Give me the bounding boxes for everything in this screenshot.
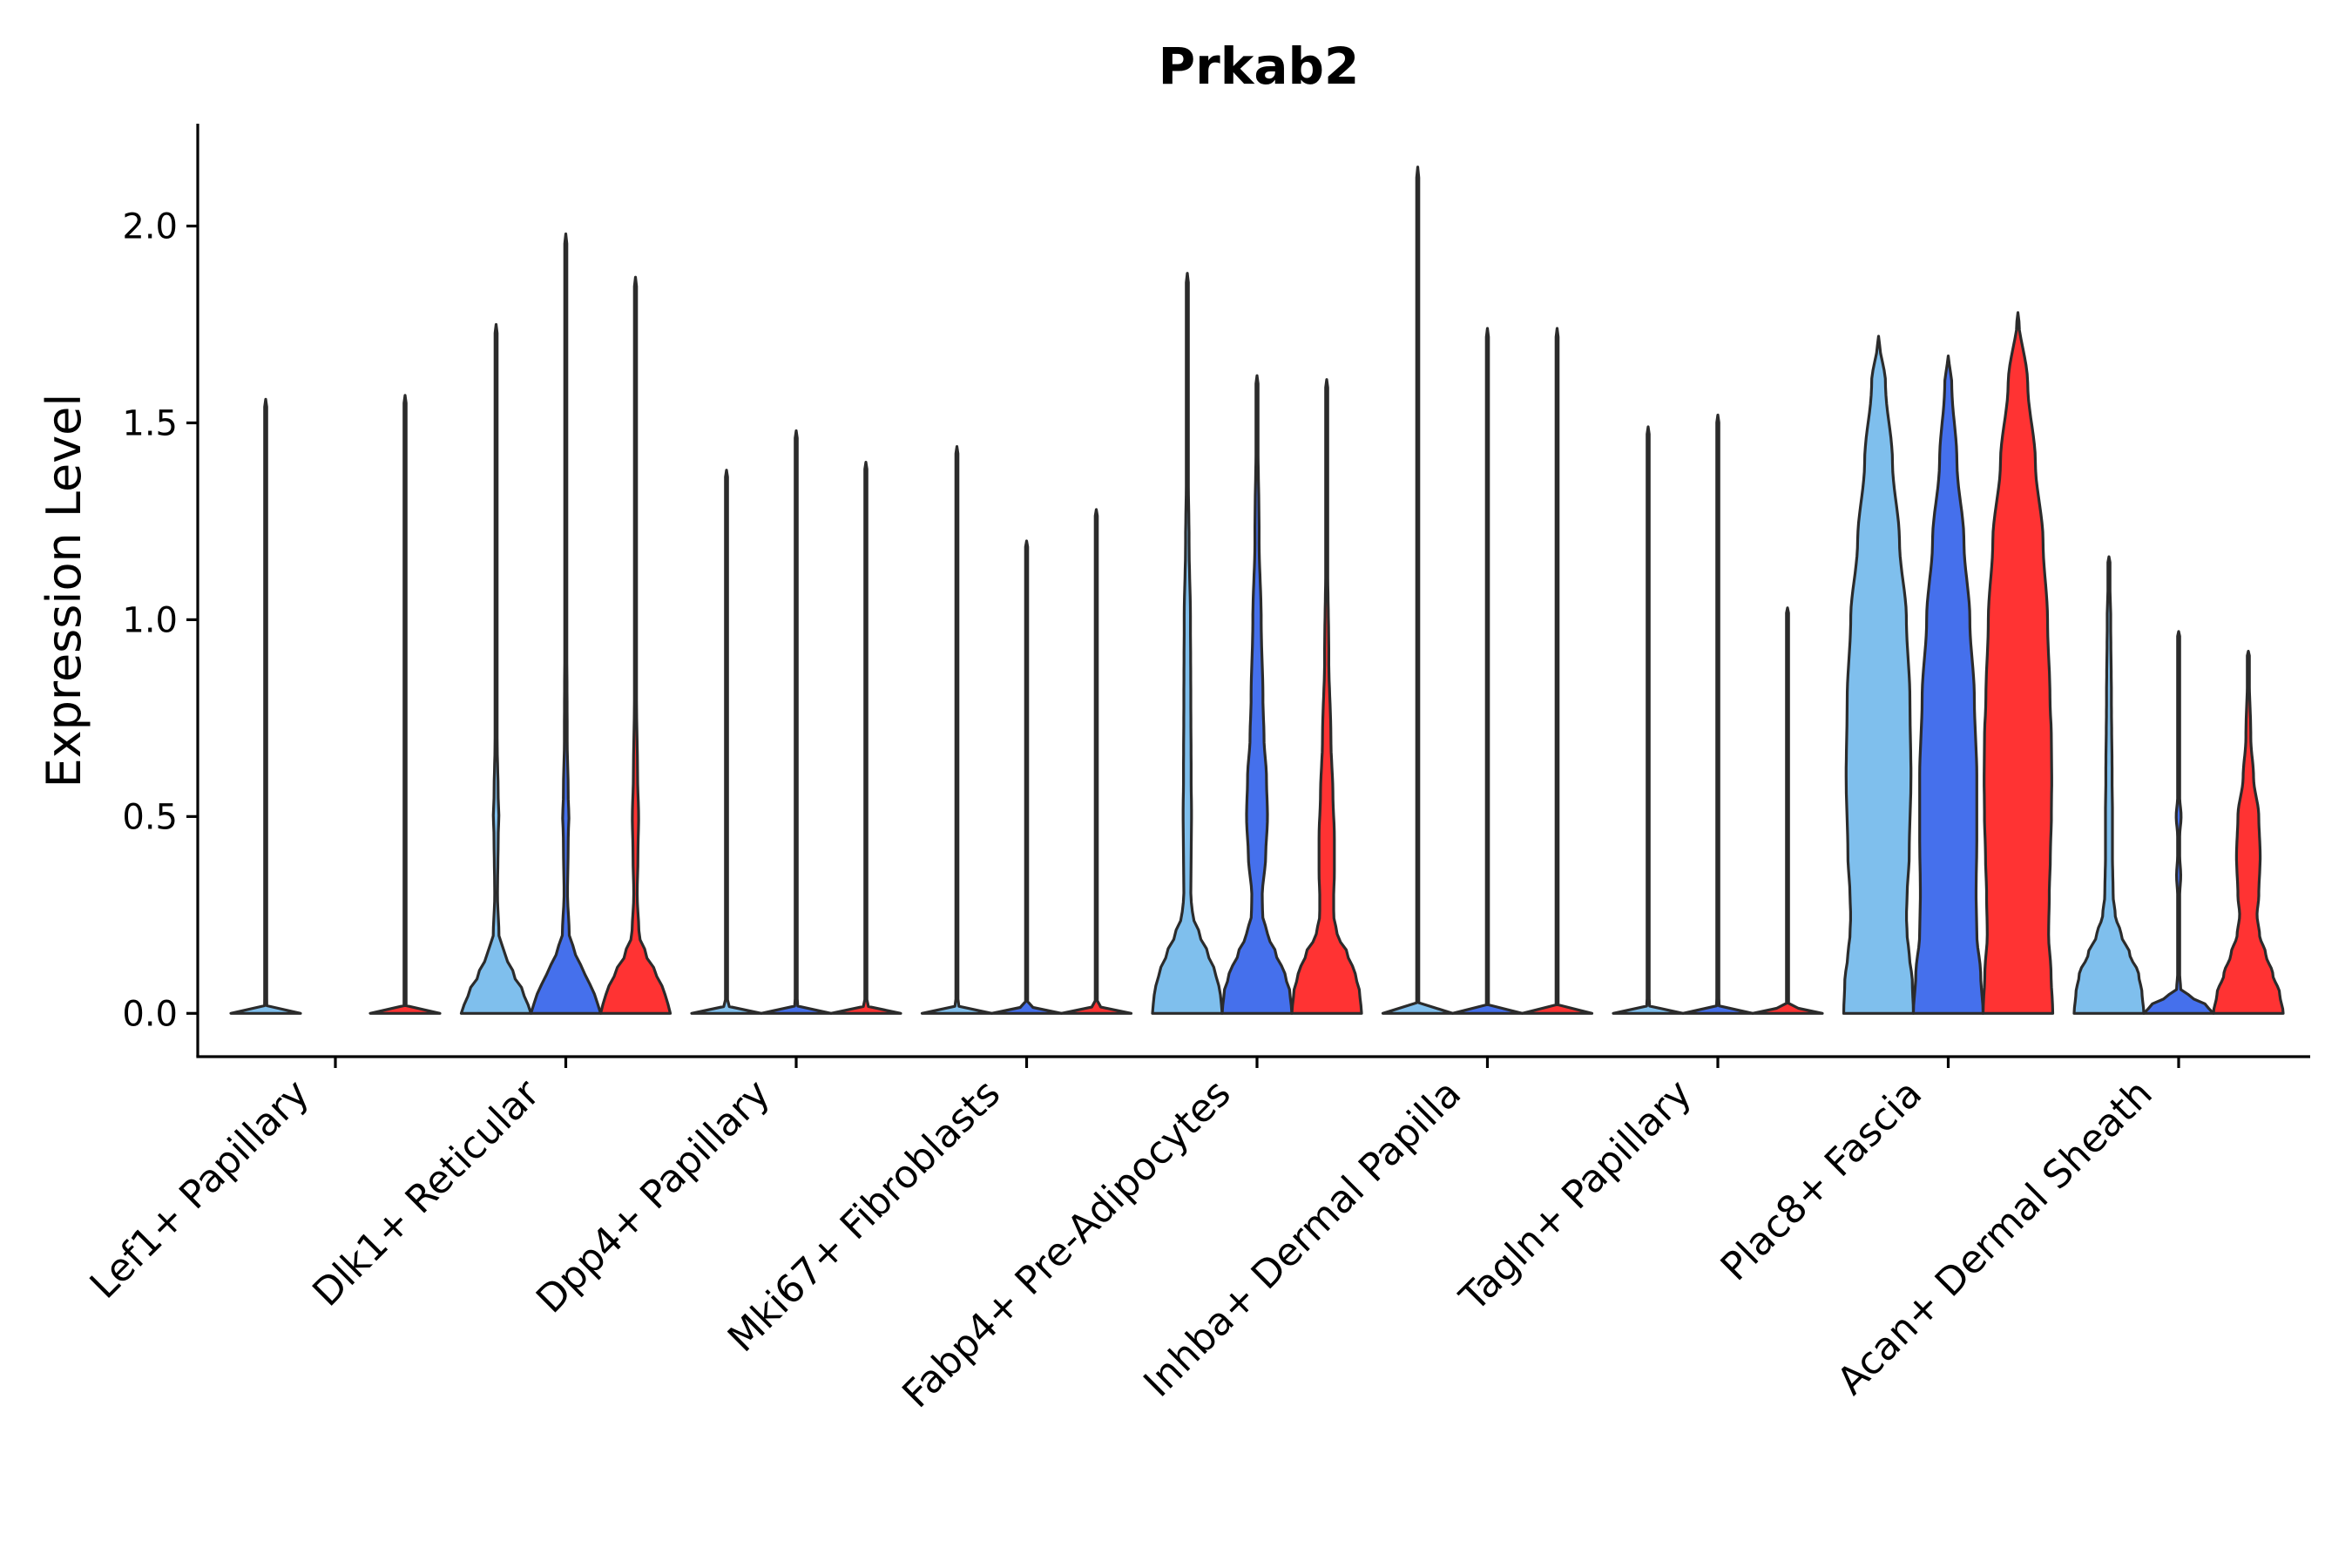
violin-group1 bbox=[2072, 555, 2146, 1015]
violin-group1 bbox=[1842, 335, 1916, 1015]
violin-group1 bbox=[1381, 166, 1455, 1015]
violin-group2 bbox=[1220, 374, 1294, 1015]
y-axis-label: Expression Level bbox=[37, 394, 91, 788]
violin-group2 bbox=[1450, 327, 1524, 1015]
x-tick-label: Plac8+ Fascia bbox=[1713, 1071, 1931, 1290]
y-tick-label: 2.0 bbox=[122, 206, 178, 247]
violin-group2 bbox=[990, 539, 1064, 1015]
violin-group2 bbox=[1681, 413, 1754, 1015]
violin-group3 bbox=[598, 275, 672, 1015]
y-tick-label: 0.5 bbox=[122, 797, 178, 837]
x-tick-label: Dpp4+ Papillary bbox=[528, 1071, 779, 1322]
violin-group3 bbox=[829, 461, 902, 1015]
violin-group3 bbox=[1981, 311, 2055, 1015]
violin-group3 bbox=[368, 394, 442, 1015]
x-tick-label: Lef1+ Papillary bbox=[82, 1071, 318, 1308]
violin-group1 bbox=[1151, 272, 1224, 1015]
violin-group2 bbox=[529, 232, 603, 1015]
x-tick-label: Dlk1+ Reticular bbox=[304, 1071, 549, 1315]
y-tick-label: 1.0 bbox=[122, 600, 178, 640]
plot-area bbox=[229, 166, 2285, 1015]
violin-group2 bbox=[760, 429, 833, 1015]
y-tick-label: 1.5 bbox=[122, 403, 178, 443]
violin-group1 bbox=[229, 397, 302, 1015]
y-axis-ticks: 0.0 0.5 1.0 1.5 2.0 bbox=[122, 206, 198, 1034]
violin-group1 bbox=[690, 469, 763, 1015]
violin-group3 bbox=[2212, 649, 2285, 1015]
violin-group3 bbox=[1059, 508, 1133, 1015]
violin-group3 bbox=[1520, 327, 1594, 1015]
violin-group2 bbox=[1911, 355, 1985, 1015]
violin-group1 bbox=[1612, 425, 1685, 1015]
chart-title: Prkab2 bbox=[1159, 37, 1360, 96]
violin-group1 bbox=[459, 322, 533, 1015]
violin-group3 bbox=[1290, 378, 1363, 1015]
violin-group3 bbox=[1751, 606, 1824, 1015]
violin-group1 bbox=[920, 445, 994, 1015]
violin-group2 bbox=[2142, 630, 2215, 1015]
y-tick-label: 0.0 bbox=[122, 994, 178, 1034]
x-tick-label: Tagln+ Papillary bbox=[1451, 1071, 1700, 1321]
